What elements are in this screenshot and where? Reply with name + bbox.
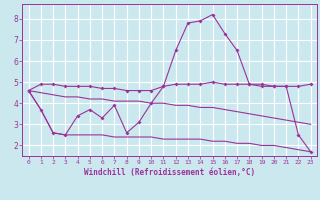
X-axis label: Windchill (Refroidissement éolien,°C): Windchill (Refroidissement éolien,°C) bbox=[84, 168, 255, 177]
